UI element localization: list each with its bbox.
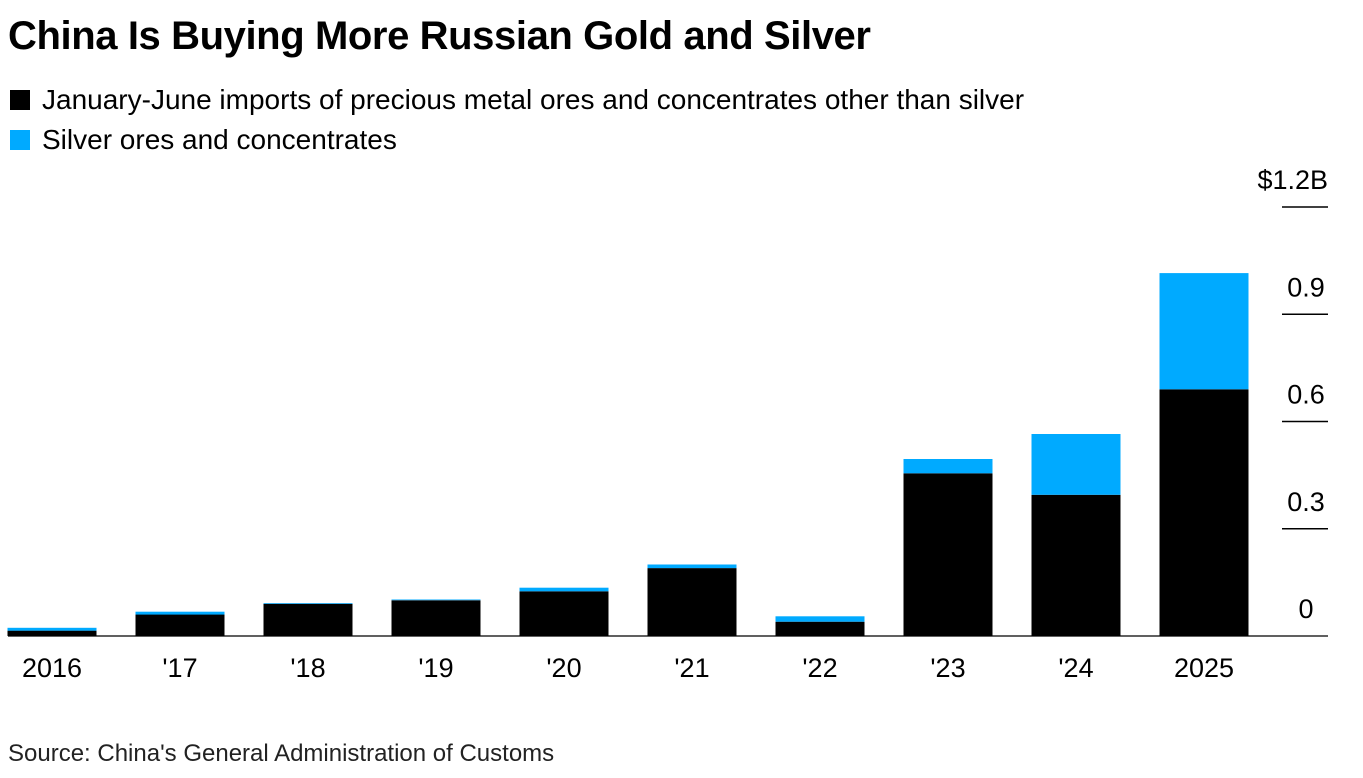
- chart-title: China Is Buying More Russian Gold and Si…: [8, 14, 871, 58]
- bar-segment-silver: [647, 564, 737, 569]
- y-tick-label: 0.9: [1287, 272, 1325, 302]
- x-tick-label: '22: [802, 653, 837, 683]
- bar-segment-silver: [775, 616, 865, 622]
- legend: January-June imports of precious metal o…: [8, 80, 1024, 160]
- y-tick-label: 0.6: [1287, 380, 1325, 410]
- legend-swatch-other-metals: [10, 90, 30, 110]
- x-tick-label: '24: [1058, 653, 1093, 683]
- y-tick-label: $1.2B: [1257, 165, 1328, 195]
- y-tick-label: 0.3: [1287, 487, 1325, 517]
- x-tick-label: '21: [674, 653, 709, 683]
- bar-segment-other-metals: [391, 600, 481, 637]
- bar-segment-silver: [391, 599, 481, 601]
- bar-segment-silver: [1159, 273, 1249, 390]
- x-tick-label: 2025: [1174, 653, 1234, 683]
- source-note: Source: China's General Administration o…: [8, 740, 555, 767]
- bar-segment-silver: [1031, 434, 1121, 495]
- bar-segment-silver: [519, 587, 609, 592]
- x-tick-label: 2016: [22, 653, 82, 683]
- bar-segment-other-metals: [519, 591, 609, 636]
- bar-segment-other-metals: [775, 621, 865, 636]
- legend-label-silver: Silver ores and concentrates: [42, 124, 397, 155]
- legend-item-other-metals: January-June imports of precious metal o…: [8, 80, 1024, 120]
- bar-segment-other-metals: [1159, 389, 1249, 636]
- bar-segment-other-metals: [1031, 494, 1121, 636]
- bar-segment-silver: [7, 627, 97, 631]
- bar-segment-silver: [903, 459, 993, 474]
- legend-swatch-silver: [10, 130, 30, 150]
- legend-label-other-metals: January-June imports of precious metal o…: [42, 84, 1025, 115]
- bar-segment-other-metals: [647, 568, 737, 636]
- bar-segment-other-metals: [7, 630, 97, 636]
- x-tick-label: '17: [162, 653, 197, 683]
- bar-segment-silver: [135, 611, 225, 615]
- x-tick-label: '20: [546, 653, 581, 683]
- bar-segment-other-metals: [903, 473, 993, 636]
- legend-item-silver: Silver ores and concentrates: [8, 120, 1024, 160]
- bar-segment-other-metals: [135, 614, 225, 636]
- bar-segment-other-metals: [263, 603, 353, 636]
- bar-segment-silver: [263, 603, 353, 604]
- y-tick-label: 0: [1298, 594, 1313, 624]
- x-tick-label: '23: [930, 653, 965, 683]
- x-tick-label: '19: [418, 653, 453, 683]
- x-tick-label: '18: [290, 653, 325, 683]
